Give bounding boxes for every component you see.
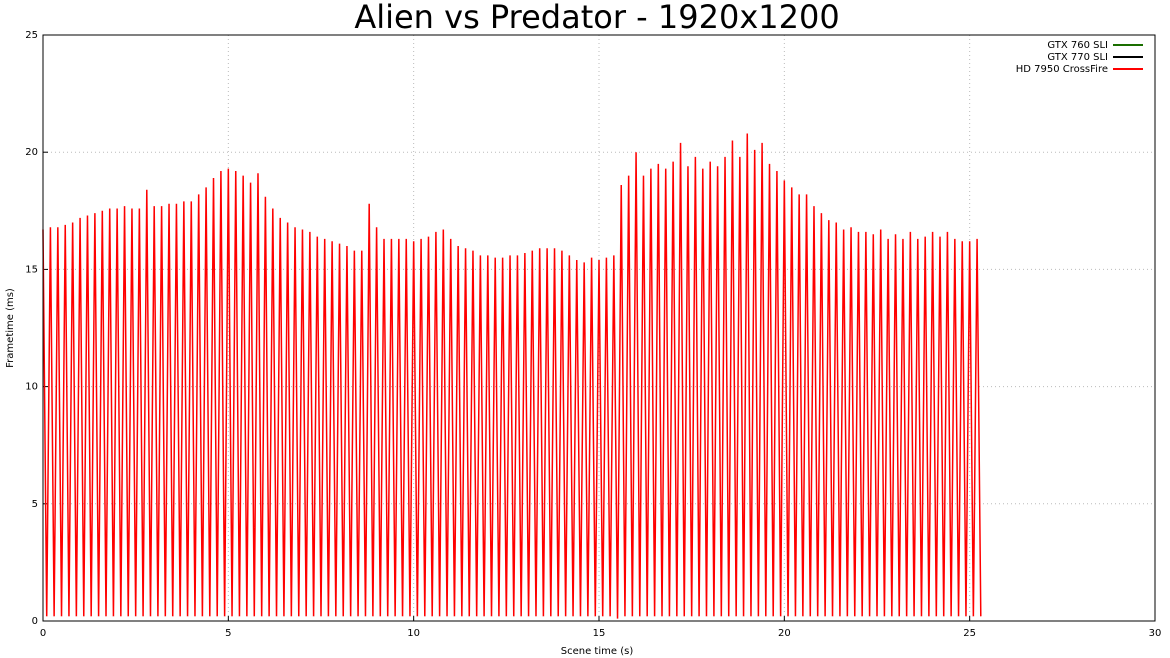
y-tick-label: 0 (32, 616, 38, 627)
y-tick-label: 20 (25, 147, 38, 158)
plot-frame (42, 34, 1156, 622)
legend-label: GTX 760 SLI (1047, 40, 1108, 51)
x-tick-label: 10 (407, 628, 420, 639)
chart-title: Alien vs Predator - 1920x1200 (354, 0, 839, 36)
y-tick-label: 10 (25, 382, 38, 393)
x-tick-label: 0 (40, 628, 46, 639)
legend-label: GTX 770 SLI (1047, 52, 1108, 63)
y-tick-label: 25 (25, 30, 38, 41)
x-axis-label: Scene time (s) (561, 646, 634, 657)
y-tick-label: 15 (25, 264, 38, 275)
x-tick-label: 30 (1149, 628, 1162, 639)
y-axis-label: Frametime (ms) (5, 288, 16, 368)
x-tick-label: 15 (593, 628, 606, 639)
series-line (42, 133, 982, 619)
y-tick-label: 5 (32, 499, 38, 510)
x-tick-label: 25 (963, 628, 976, 639)
x-tick-label: 5 (225, 628, 231, 639)
legend-label: HD 7950 CrossFire (1016, 64, 1108, 75)
x-tick-label: 20 (778, 628, 791, 639)
